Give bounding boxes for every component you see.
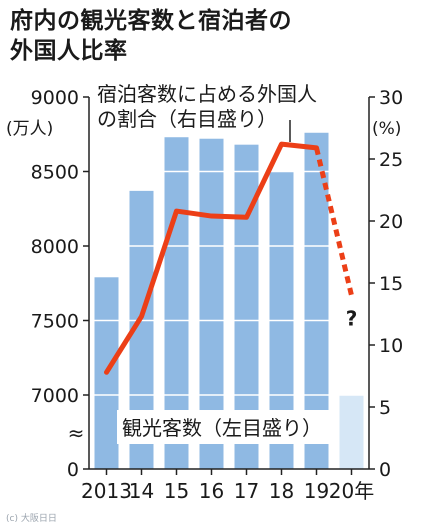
x-tick-label-16: 16 — [199, 479, 224, 503]
x-tick-label-19: 19 — [304, 479, 329, 503]
right-tick-label-30: 30 — [379, 87, 403, 109]
bar-label: 観光客数（左目盛り） — [122, 416, 322, 440]
left-tick-label-9000: 9000 — [31, 87, 79, 109]
x-tick-label-14: 14 — [129, 479, 154, 503]
series-line-ratio-estimate — [314, 147, 354, 296]
left-tick-label-8500: 8500 — [31, 162, 79, 184]
x-tick-label-18: 18 — [269, 479, 294, 503]
right-tick-label-5: 5 — [379, 397, 391, 419]
bar-20年 — [339, 395, 364, 469]
right-tick-label-10: 10 — [379, 335, 403, 357]
bar-label-box — [117, 410, 337, 444]
chart-title: 府内の観光客数と宿泊者の 外国人比率 — [10, 6, 420, 66]
right-tick-label-0: 0 — [379, 459, 391, 481]
series-line-ratio — [104, 141, 319, 375]
x-tick-label-2013: 2013 — [81, 479, 132, 503]
right-axis-unit: (%) — [372, 119, 401, 139]
line-label-line1: 宿泊客数に占める外国人 — [97, 82, 317, 106]
x-tick-label-20年: 20年 — [329, 479, 374, 503]
right-tick-label-20: 20 — [379, 211, 403, 233]
left-tick-label-8000: 8000 — [31, 236, 79, 258]
left-tick-label-0: 0 — [67, 459, 79, 481]
x-tick-label-17: 17 — [234, 479, 259, 503]
right-tick-label-15: 15 — [379, 273, 403, 295]
title-line-1: 府内の観光客数と宿泊者の — [10, 8, 292, 34]
unknown-marker: ? — [346, 306, 358, 330]
credit-text: (c) 大阪日日 — [6, 514, 57, 524]
left-axis-unit: (万人) — [6, 119, 53, 139]
title-line-2: 外国人比率 — [10, 38, 128, 64]
left-tick-label-7000: 7000 — [31, 385, 79, 407]
axis-break-symbol: ≈ — [68, 421, 85, 445]
right-tick-label-25: 25 — [379, 149, 403, 171]
line-label-box — [93, 79, 361, 131]
x-tick-label-15: 15 — [164, 479, 189, 503]
left-tick-label-7500: 7500 — [31, 311, 79, 333]
line-label-line2: の割合（右目盛り） — [97, 107, 277, 131]
